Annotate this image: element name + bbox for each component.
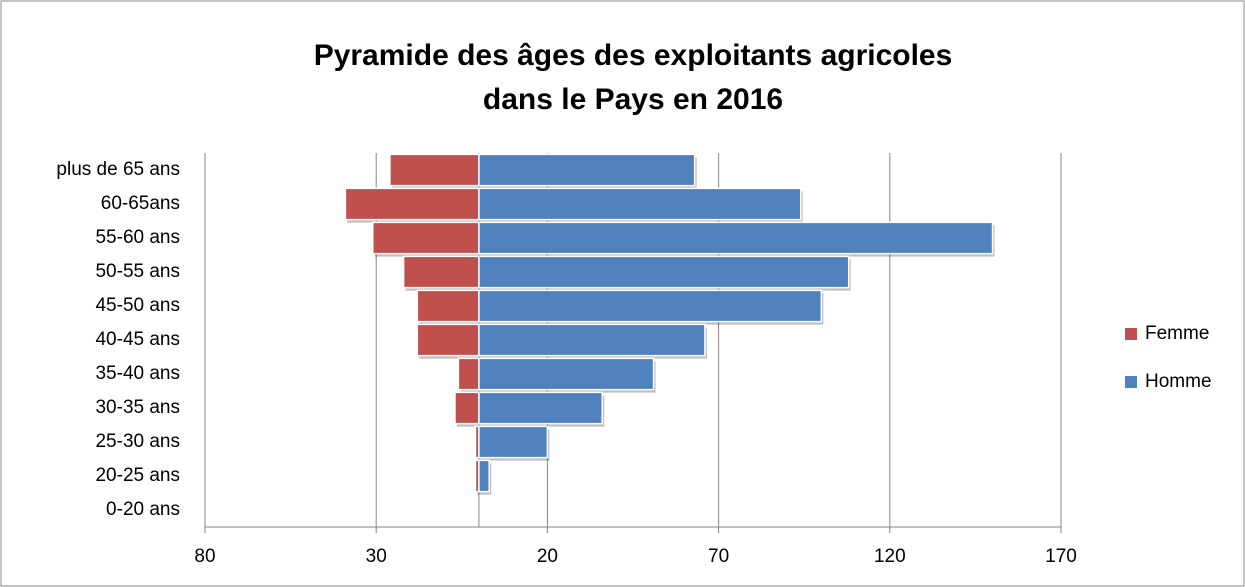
bar xyxy=(478,289,823,323)
x-tick-label: 120 xyxy=(874,546,906,567)
bar xyxy=(454,391,480,425)
bar xyxy=(416,323,480,357)
y-tick-label: 35-40 ans xyxy=(95,363,180,384)
y-tick-label: 25-30 ans xyxy=(95,431,180,452)
legend-swatch xyxy=(1125,376,1137,388)
bar xyxy=(478,187,802,221)
x-tick-label: 30 xyxy=(366,546,387,567)
y-tick-label: 60-65ans xyxy=(101,193,180,214)
x-tick-label: 70 xyxy=(708,546,729,567)
y-tick-label: 0-20 ans xyxy=(106,499,180,520)
chart-title: dans le Pays en 2016 xyxy=(483,83,783,116)
bar xyxy=(372,221,480,255)
y-tick-label: 55-60 ans xyxy=(95,227,180,248)
x-tick-label: 80 xyxy=(194,546,215,567)
bar xyxy=(478,357,655,391)
y-tick-label: 40-45 ans xyxy=(95,329,180,350)
legend-swatch xyxy=(1125,328,1137,340)
bar xyxy=(478,323,706,357)
bar xyxy=(478,425,549,459)
bar xyxy=(478,255,850,289)
y-tick-label: 50-55 ans xyxy=(95,261,180,282)
bar xyxy=(478,459,490,493)
legend-label: Femme xyxy=(1145,323,1209,344)
x-tick-label: 170 xyxy=(1045,546,1077,567)
x-tick-label: 20 xyxy=(537,546,558,567)
legend-label: Homme xyxy=(1145,371,1212,392)
y-tick-label: plus de 65 ans xyxy=(56,159,180,180)
y-tick-label: 20-25 ans xyxy=(95,465,180,486)
y-tick-label: 45-50 ans xyxy=(95,295,180,316)
bar xyxy=(457,357,480,391)
y-tick-label: 30-35 ans xyxy=(95,397,180,418)
bar xyxy=(344,187,480,221)
bar xyxy=(478,221,994,255)
bar xyxy=(389,153,480,187)
bar xyxy=(402,255,480,289)
bar xyxy=(478,153,696,187)
bar xyxy=(478,391,603,425)
bar xyxy=(416,289,480,323)
chart-title: Pyramide des âges des exploitants agrico… xyxy=(314,39,953,72)
